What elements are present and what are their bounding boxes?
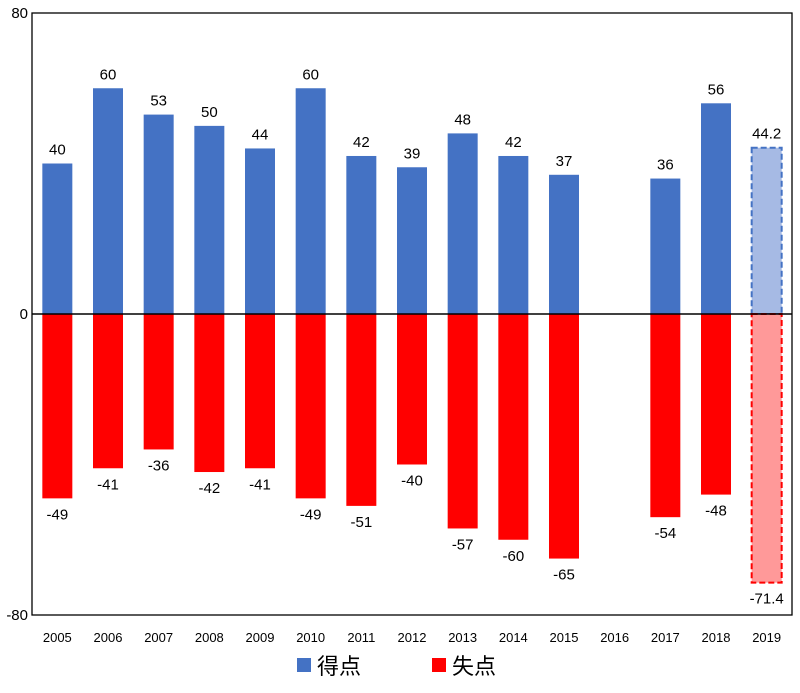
scored-bar-2011	[346, 155, 377, 314]
conceded-bar-2007	[143, 314, 174, 450]
conceded-bar-2006	[93, 314, 123, 469]
conceded-value-label: -48	[705, 503, 727, 520]
scored-value-label: 42	[353, 134, 370, 151]
scored-value-label: 40	[49, 142, 66, 159]
x-tick-label: 2005	[43, 630, 72, 645]
x-tick-label: 2014	[499, 630, 528, 645]
conceded-value-label: -40	[401, 473, 423, 490]
plot-area: 80 0 -80 40 60 53 50 44 60 42 39 48 42 37 36 56 44.2 -49 -…	[6, 5, 793, 645]
scored-bar-2010	[295, 88, 326, 314]
conceded-bar-2008	[194, 314, 225, 473]
conceded-value-label: -60	[502, 548, 524, 565]
x-tick-label: 2012	[398, 630, 427, 645]
x-tick-label: 2009	[246, 630, 275, 645]
legend-label-conceded: 失点	[452, 654, 496, 679]
x-tick-label: 2016	[600, 630, 629, 645]
scored-bar-2009	[245, 148, 275, 314]
conceded-value-label: -57	[452, 536, 474, 553]
scored-bar-2008	[194, 125, 225, 314]
scored-value-label: 42	[505, 134, 522, 151]
scored-value-label: 48	[454, 111, 471, 128]
scored-value-label: 44	[252, 126, 269, 143]
conceded-value-label: -36	[148, 457, 170, 474]
conceded-bar-2009	[245, 314, 275, 469]
conceded-value-label: -49	[46, 506, 68, 523]
conceded-bar-2005	[42, 314, 73, 499]
scored-bar-2014	[498, 155, 529, 314]
scored-value-label: 60	[302, 66, 319, 83]
conceded-value-label: -42	[198, 480, 220, 497]
x-tick-label: 2018	[702, 630, 731, 645]
conceded-bar-2018	[701, 314, 731, 495]
conceded-bar-2013	[447, 314, 478, 529]
x-tick-label: 2008	[195, 630, 224, 645]
conceded-value-label: -51	[350, 514, 372, 531]
scored-bar-2012	[397, 167, 427, 314]
scored-bar-2005	[42, 163, 73, 314]
conceded-bar-2014	[498, 314, 529, 540]
x-tick-label: 2019	[752, 630, 781, 645]
legend-label-scored: 得点	[317, 654, 361, 679]
scored-value-label: 36	[657, 157, 674, 174]
scored-bar-2013	[447, 133, 478, 314]
x-tick-label: 2013	[448, 630, 477, 645]
legend-swatch-scored	[297, 658, 311, 672]
legend-swatch-conceded	[432, 658, 446, 672]
scored-value-label: 60	[100, 66, 117, 83]
y-tick-label: 80	[11, 5, 28, 22]
scored-value-label: 37	[556, 153, 573, 170]
scored-value-label: 39	[404, 145, 421, 162]
conceded-bar-2017	[650, 314, 681, 518]
conceded-value-label: -65	[553, 567, 575, 584]
x-tick-label: 2007	[144, 630, 173, 645]
y-tick-label: 0	[20, 306, 28, 323]
conceded-value-label: -41	[249, 476, 271, 493]
scored-value-label: 53	[150, 93, 167, 110]
conceded-value-label: -49	[300, 506, 322, 523]
scored-value-label: 56	[708, 81, 725, 98]
scored-value-label: 50	[201, 104, 218, 121]
x-tick-label: 2017	[651, 630, 680, 645]
conceded-bar-2012	[397, 314, 427, 465]
scored-bar-2017	[650, 178, 681, 314]
legend: 得点 失点	[297, 654, 496, 679]
conceded-bar-2010	[295, 314, 326, 499]
scored-bar-2019	[750, 146, 783, 315]
scored-bar-2006	[93, 88, 123, 314]
conceded-bar-2011	[346, 314, 377, 506]
x-tick-label: 2015	[550, 630, 579, 645]
scored-bar-2007	[143, 114, 174, 315]
scored-value-label: 44.2	[752, 126, 781, 143]
conceded-value-label: -71.4	[750, 591, 784, 608]
scored-bar-2015	[549, 174, 579, 314]
x-tick-label: 2006	[94, 630, 123, 645]
conceded-bar-2015	[549, 314, 579, 559]
x-tick-label: 2010	[296, 630, 325, 645]
x-tick-label: 2011	[347, 630, 375, 645]
conceded-bar-2019	[750, 313, 783, 584]
scored-bar-2018	[701, 103, 731, 314]
y-tick-label: -80	[6, 607, 28, 624]
conceded-value-label: -54	[654, 525, 676, 542]
conceded-value-label: -41	[97, 476, 119, 493]
